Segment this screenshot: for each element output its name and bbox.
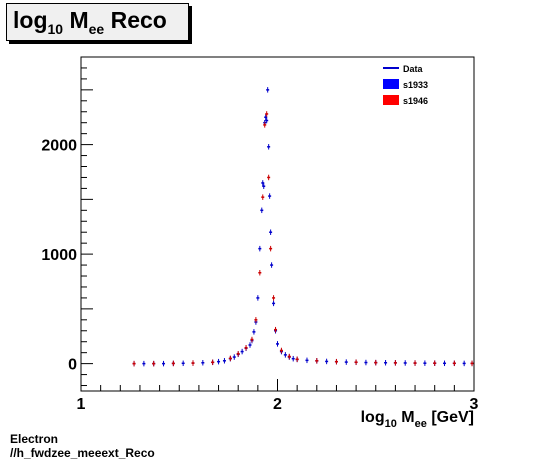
chart-title: log10 Mee Reco (13, 7, 167, 37)
x-tick-label: 2 (273, 396, 282, 413)
legend-label: Data (403, 64, 424, 74)
y-tick-label: 2000 (41, 138, 77, 155)
y-tick-label: 1000 (41, 247, 77, 264)
footer-category: Electron (10, 432, 59, 446)
x-tick-label: 3 (470, 396, 479, 413)
legend-label: s1946 (403, 96, 428, 106)
legend-label: s1933 (403, 80, 428, 90)
footer-histogram-path: //h_fwdzee_meeext_Reco (10, 446, 155, 460)
x-axis-label: log10 Mee [GeV] (361, 409, 474, 430)
legend-marker (383, 95, 399, 105)
legend-marker (383, 79, 399, 89)
chart-title-box: log10 Mee Reco (6, 3, 189, 41)
plot-frame (80, 56, 475, 392)
y-tick-label: 0 (68, 357, 77, 374)
x-tick-label: 1 (77, 396, 86, 413)
